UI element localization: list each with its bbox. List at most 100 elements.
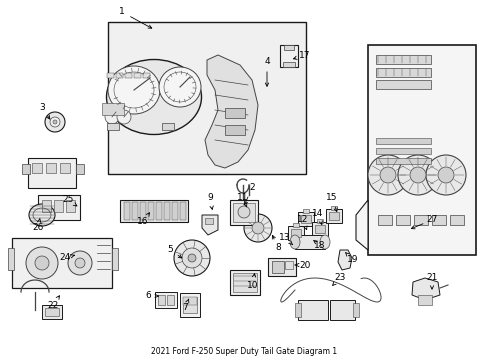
Bar xyxy=(120,200,187,222)
Bar xyxy=(76,164,84,174)
Bar xyxy=(449,215,463,225)
Ellipse shape xyxy=(29,204,55,226)
Bar xyxy=(107,73,114,78)
Circle shape xyxy=(182,248,202,268)
Bar xyxy=(28,158,76,188)
Circle shape xyxy=(437,167,453,183)
Polygon shape xyxy=(202,215,218,235)
Text: 14: 14 xyxy=(312,208,323,217)
Text: 15: 15 xyxy=(325,194,337,202)
Bar xyxy=(367,45,475,255)
Bar xyxy=(294,303,301,317)
Bar xyxy=(180,202,185,220)
Bar xyxy=(375,55,430,64)
Text: 1: 1 xyxy=(119,8,124,17)
Bar xyxy=(172,202,178,220)
Bar xyxy=(232,273,257,292)
Bar xyxy=(60,163,70,173)
Bar xyxy=(375,80,430,89)
Circle shape xyxy=(174,240,209,276)
Bar xyxy=(271,261,284,273)
Bar xyxy=(204,218,213,224)
Bar xyxy=(285,261,292,269)
Text: 18: 18 xyxy=(314,240,325,249)
Bar xyxy=(375,148,430,154)
Text: 27: 27 xyxy=(426,216,437,225)
Bar xyxy=(303,209,308,213)
Text: 2: 2 xyxy=(249,184,254,193)
Bar xyxy=(163,202,170,220)
Text: 3: 3 xyxy=(39,104,45,112)
Bar xyxy=(431,215,445,225)
Bar xyxy=(12,238,112,288)
Text: 4: 4 xyxy=(264,58,269,67)
Text: 16: 16 xyxy=(137,217,148,226)
Bar xyxy=(329,300,354,320)
Bar xyxy=(155,292,177,308)
Ellipse shape xyxy=(319,235,329,249)
Bar xyxy=(224,125,244,135)
Bar xyxy=(148,202,154,220)
Text: 5: 5 xyxy=(167,246,173,255)
Bar xyxy=(301,215,310,223)
Circle shape xyxy=(244,214,271,242)
Bar xyxy=(377,215,391,225)
Text: 24: 24 xyxy=(59,253,70,262)
Bar xyxy=(352,303,358,317)
Bar xyxy=(267,258,295,276)
Text: 7: 7 xyxy=(182,303,187,312)
Bar xyxy=(42,305,62,319)
Bar xyxy=(375,138,430,144)
Text: 17: 17 xyxy=(299,50,310,59)
Text: 13: 13 xyxy=(279,234,290,243)
Polygon shape xyxy=(204,55,258,168)
Polygon shape xyxy=(355,200,367,250)
Bar xyxy=(283,62,294,67)
Text: 2021 Ford F-250 Super Duty Tail Gate Diagram 1: 2021 Ford F-250 Super Duty Tail Gate Dia… xyxy=(151,347,336,356)
Bar xyxy=(417,295,431,305)
Bar xyxy=(112,248,118,270)
Bar xyxy=(54,200,63,212)
Bar xyxy=(45,308,59,316)
Bar xyxy=(125,73,132,78)
Bar xyxy=(8,248,14,270)
Text: 8: 8 xyxy=(275,243,280,252)
Ellipse shape xyxy=(108,66,160,114)
Bar xyxy=(375,158,430,164)
Bar xyxy=(297,212,313,226)
Bar xyxy=(292,223,298,227)
Bar xyxy=(280,45,297,67)
Bar xyxy=(297,300,327,320)
Circle shape xyxy=(409,167,425,183)
Bar xyxy=(232,203,254,222)
Circle shape xyxy=(425,155,465,195)
Bar xyxy=(102,103,124,115)
Text: 20: 20 xyxy=(299,261,310,270)
Text: 9: 9 xyxy=(207,194,212,202)
Bar xyxy=(328,212,338,220)
Ellipse shape xyxy=(289,235,299,249)
Bar xyxy=(134,73,141,78)
Bar xyxy=(183,297,197,305)
Bar xyxy=(46,163,56,173)
Bar xyxy=(124,202,130,220)
Bar xyxy=(108,22,305,174)
Bar xyxy=(229,270,260,295)
Bar xyxy=(167,295,174,305)
Bar xyxy=(314,225,325,233)
Text: 26: 26 xyxy=(32,224,43,233)
Polygon shape xyxy=(411,278,439,300)
Bar xyxy=(395,215,409,225)
Bar xyxy=(140,202,146,220)
Circle shape xyxy=(238,206,249,218)
Text: 6: 6 xyxy=(145,292,151,301)
Circle shape xyxy=(45,112,65,132)
Text: 25: 25 xyxy=(62,195,74,204)
Bar xyxy=(375,68,430,77)
Bar xyxy=(22,164,30,174)
Text: 23: 23 xyxy=(334,274,345,283)
Ellipse shape xyxy=(106,59,201,135)
Bar xyxy=(162,123,174,130)
Bar xyxy=(284,45,293,50)
Bar xyxy=(66,200,75,212)
